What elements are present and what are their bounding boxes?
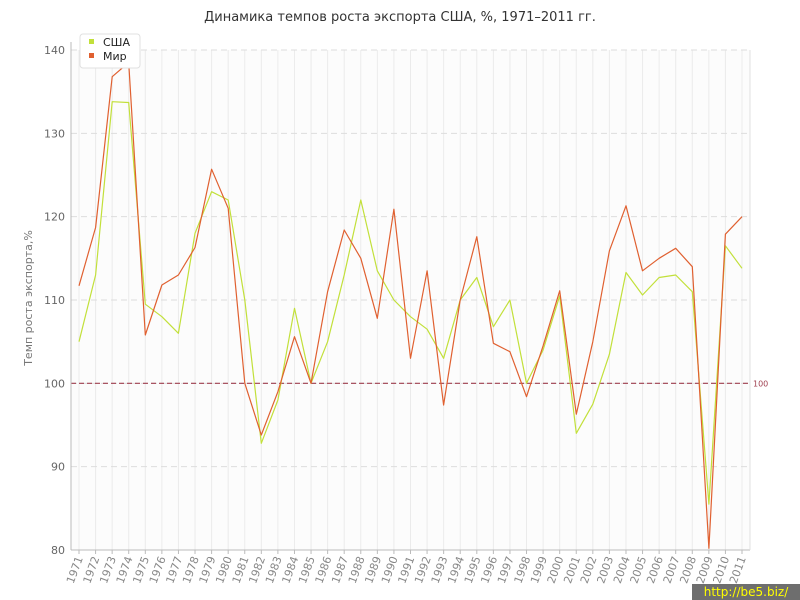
- y-tick-label: 110: [44, 294, 65, 307]
- legend[interactable]: США Мир: [79, 33, 141, 69]
- y-tick-label: 130: [44, 127, 65, 140]
- y-tick-label: 90: [51, 461, 65, 474]
- series-line-world: [78, 61, 743, 549]
- chart-title: Динамика темпов роста экспорта США, %, 1…: [204, 10, 596, 25]
- grid: [71, 49, 750, 550]
- y-tick-label: 100: [44, 377, 65, 390]
- legend-box: [79, 33, 141, 69]
- watermark-link[interactable]: http://be5.biz/: [704, 585, 789, 599]
- y-tick-label: 80: [51, 544, 65, 557]
- reference-line-label: 100: [753, 379, 768, 388]
- watermark-background: [692, 584, 800, 600]
- legend-label-usa: США: [103, 36, 130, 49]
- reference-line-group: 100: [71, 379, 768, 388]
- legend-swatch-usa: [89, 39, 94, 44]
- legend-swatch-world: [89, 53, 94, 58]
- axes: [70, 42, 751, 554]
- series-lines: [78, 61, 743, 549]
- y-tick-label: 140: [44, 44, 65, 57]
- series-line-usa: [78, 101, 743, 505]
- y-tick-label: 120: [44, 211, 65, 224]
- legend-label-world: Мир: [103, 50, 127, 63]
- y-axis-label: Темп роста экспорта,%: [22, 230, 35, 367]
- watermark[interactable]: http://be5.biz/: [692, 584, 800, 600]
